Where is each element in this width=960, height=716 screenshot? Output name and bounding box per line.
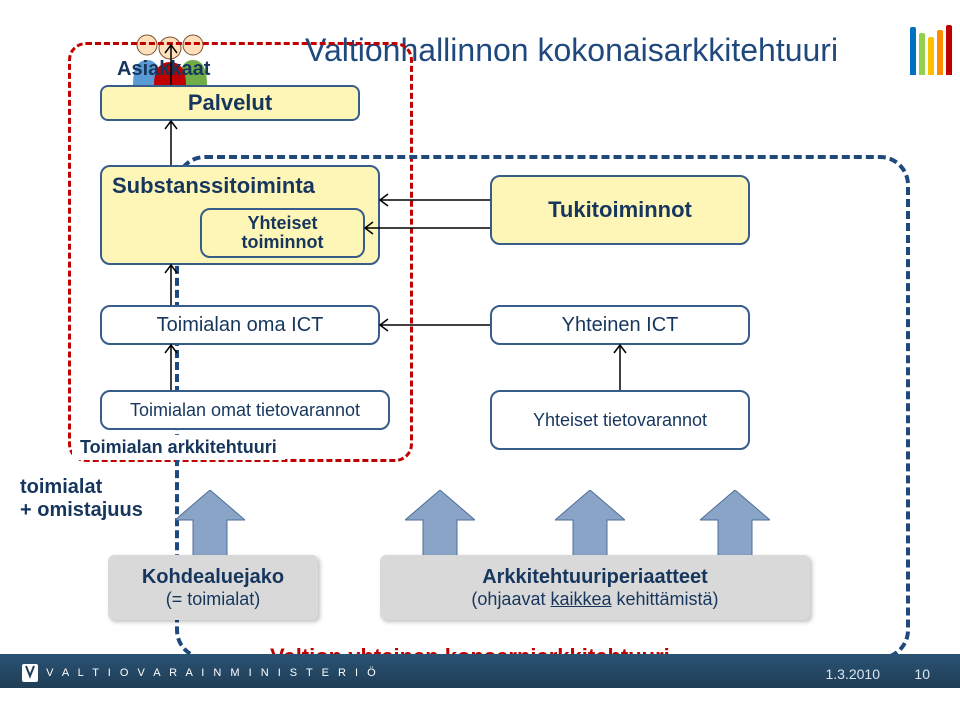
toimialat-l1: toimialat	[20, 476, 143, 499]
toimialat-omistajuus-label: toimialat + omistajuus	[20, 476, 143, 522]
block-arrow-3	[555, 490, 625, 560]
yhteiset-toiminnot-l1: Yhteiset	[247, 214, 317, 233]
tukitoiminnot-box: Tukitoiminnot	[490, 175, 750, 245]
kohdealuejako-sub: (= toimialat)	[166, 589, 261, 610]
arrow-left-2	[365, 222, 490, 234]
yhteiset-tietovarannot-box: Yhteiset tietovarannot	[490, 390, 750, 450]
substanssitoiminta-label: Substanssitoiminta	[112, 173, 368, 199]
toimialan-arkkitehtuuri-label: Toimialan arkkitehtuuri	[72, 435, 285, 460]
architecture-diagram-slide: Valtionhallinnon kokonaisarkkitehtuuri A…	[0, 0, 960, 716]
footer-date: 1.3.2010	[826, 666, 881, 682]
block-arrow-2	[405, 490, 475, 560]
arrow-up-5	[614, 345, 626, 390]
footer-page: 10	[914, 666, 930, 682]
toimialan-omat-tietovarannot-box: Toimialan omat tietovarannot	[100, 390, 390, 430]
decor-colorbars	[910, 25, 952, 75]
toimialan-oma-ict-box: Toimialan oma ICT	[100, 305, 380, 345]
asiakkaat-label: Asiakkaat	[117, 58, 210, 81]
arrow-left-3	[380, 319, 490, 331]
arrow-left-1	[380, 194, 490, 206]
ministry-logo: V A L T I O V A R A I N M I N I S T E R …	[20, 662, 379, 684]
yhteiset-toiminnot-box: Yhteiset toiminnot	[200, 208, 365, 258]
arrow-up-2	[165, 121, 177, 165]
kohdealuejako-label: Kohdealuejako	[142, 566, 284, 589]
arrow-up-1	[165, 45, 177, 85]
arkkitehtuuriperiaatteet-sub: (ohjaavat kaikkea kehittämistä)	[471, 589, 718, 610]
yhteinen-ict-box: Yhteinen ICT	[490, 305, 750, 345]
palvelut-box: Palvelut	[100, 85, 360, 121]
yhteiset-toiminnot-l2: toiminnot	[242, 233, 324, 252]
arrow-up-4	[165, 345, 177, 390]
arkkitehtuuriperiaatteet-label: Arkkitehtuuriperiaatteet	[482, 566, 708, 589]
arrow-up-3	[165, 265, 177, 305]
arkkitehtuuriperiaatteet-box: Arkkitehtuuriperiaatteet (ohjaavat kaikk…	[380, 555, 810, 620]
ministry-name: V A L T I O V A R A I N M I N I S T E R …	[46, 667, 379, 679]
block-arrow-1	[175, 490, 245, 560]
toimialat-l2: + omistajuus	[20, 499, 143, 522]
kohdealuejako-box: Kohdealuejako (= toimialat)	[108, 555, 318, 620]
block-arrow-4	[700, 490, 770, 560]
